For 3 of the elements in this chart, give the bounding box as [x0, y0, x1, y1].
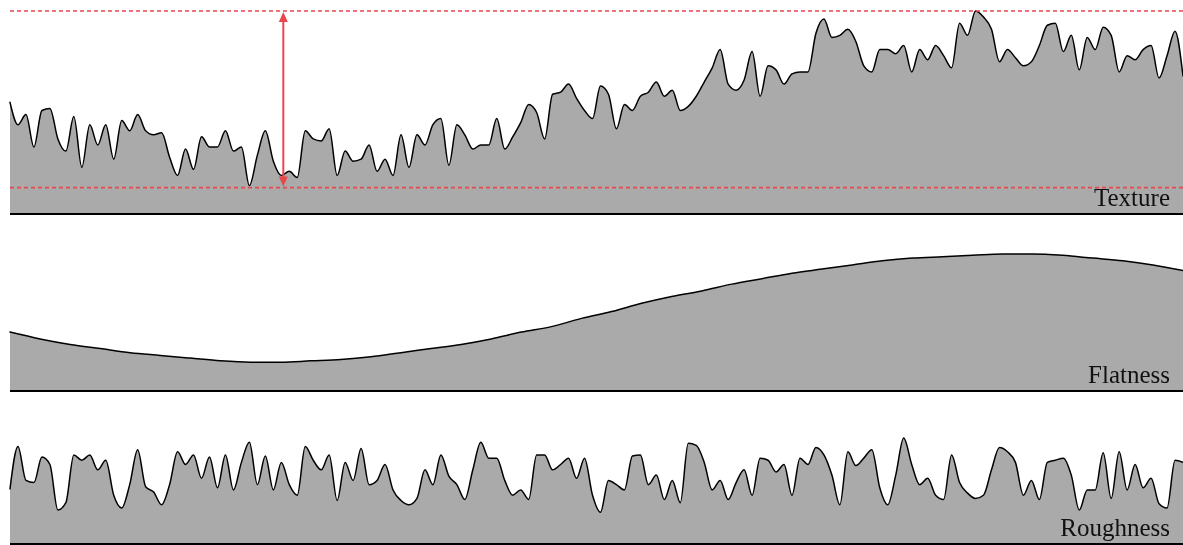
- text: Flatness: [1088, 361, 1170, 388]
- text: Texture: [1094, 184, 1170, 211]
- text: Roughness: [1060, 514, 1170, 541]
